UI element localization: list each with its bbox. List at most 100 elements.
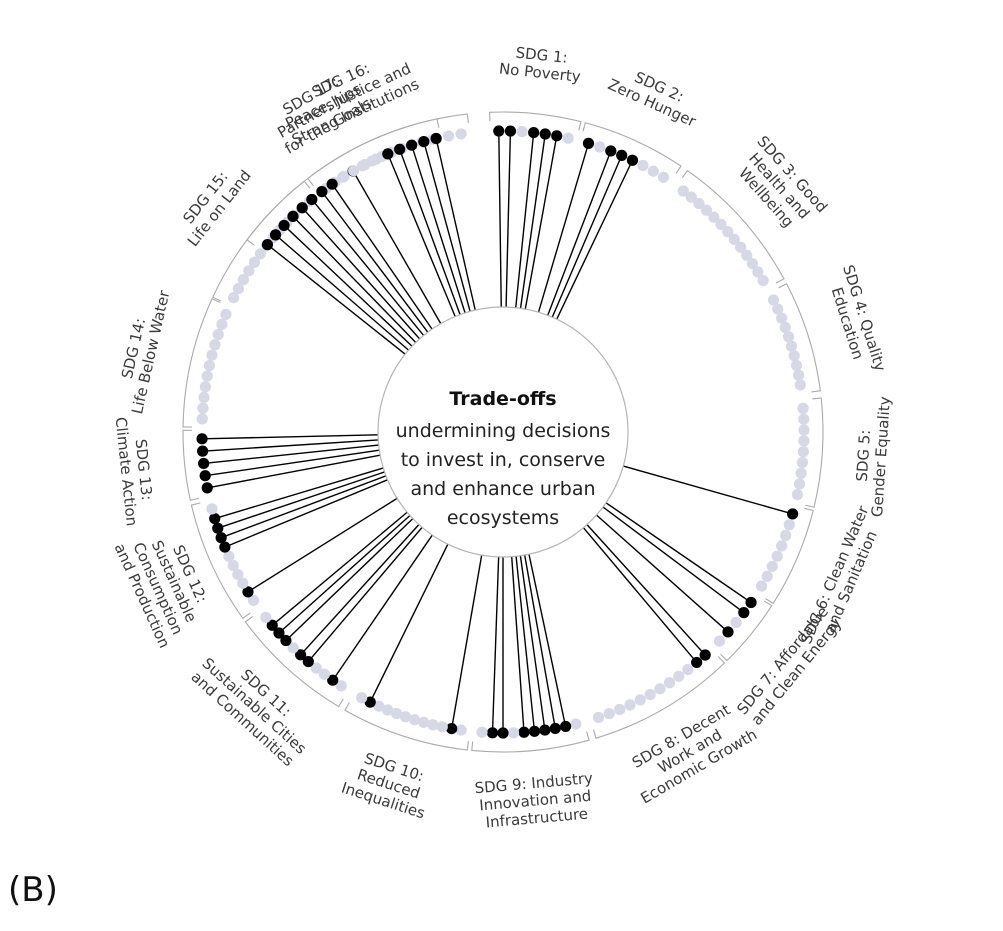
sdg-12-dot <box>227 559 239 572</box>
sdg-12-dot <box>223 550 235 562</box>
sdg-13-link <box>205 449 380 477</box>
sdg-10-dot <box>408 714 421 726</box>
sdg-3-dot <box>757 274 769 287</box>
sdg-17-link <box>283 224 413 347</box>
sdg-11-link <box>332 534 433 681</box>
sdg-8-dot <box>673 670 685 682</box>
sdg-11-bracket <box>244 616 344 708</box>
sdg-10-dot <box>418 716 430 728</box>
sdg-9-label: SDG 9: IndustryInnovation andInfrastruct… <box>474 769 597 832</box>
sdg-10-dot <box>427 719 439 731</box>
sdg-11-dot <box>310 662 322 674</box>
sdg-5-label-line: SDG 5: <box>853 429 874 482</box>
sdg-6-bracket <box>765 507 814 605</box>
sdg-1-tradeoff-dot <box>493 125 505 137</box>
sdg-17-link <box>387 153 456 317</box>
sdg-9-tradeoff-dot <box>486 727 499 739</box>
sdg-11-dot <box>287 642 299 654</box>
sdg-8-dot <box>624 699 636 711</box>
sdg-8-dot <box>592 711 605 724</box>
sdg-17-tradeoff-dot <box>261 239 274 251</box>
sdg-11-link <box>278 514 411 634</box>
sdg-17-tradeoff-dot <box>306 193 318 206</box>
sdg-2-tradeoff-dot <box>626 154 639 166</box>
sdg-1-link <box>524 135 558 310</box>
sdg-2-tradeoff-dot <box>582 137 595 149</box>
sdg-14-dot <box>209 339 221 351</box>
sdg-5-label-line: Gender Equality <box>868 396 894 518</box>
sdg-8-dot <box>634 694 646 706</box>
sdg-2-link <box>551 155 623 318</box>
sdg-3-dot <box>700 204 713 216</box>
sdg-14-dot <box>201 370 213 382</box>
sdg-17-tradeoff-dot <box>287 210 299 222</box>
sdg-17-link <box>331 183 433 330</box>
sdg-6-dot <box>761 570 773 582</box>
sdg-17-link <box>301 207 421 340</box>
sdg-5-dot <box>795 467 807 479</box>
sdg-13-label: SDG 13:Climate Action <box>112 414 159 527</box>
sdg-17-link <box>266 244 406 355</box>
sdg-10-label: SDG 10:ReducedInequalities <box>339 745 438 822</box>
sdg-3-dot <box>685 191 697 203</box>
sdg-3-dot <box>677 185 689 197</box>
sdg-9-tradeoff-dot <box>539 724 551 736</box>
sdg-3-dot <box>752 266 764 278</box>
sdg-17-dot <box>370 153 382 165</box>
sdg-12-dot <box>247 594 260 606</box>
sdg-14-dot <box>203 359 216 372</box>
sdg-11-link <box>285 518 414 642</box>
sdg-6-dot <box>771 550 783 562</box>
sdg-17-tradeoff-dot <box>394 143 406 155</box>
sdg-10-dot <box>373 700 385 712</box>
sdg-7-label: SDG 7: Affordableand Clean Energy <box>733 603 845 729</box>
sdg-5-dot <box>797 446 809 458</box>
sdg-9-link <box>524 554 556 729</box>
sdg-13-tradeoff-dot <box>196 433 208 445</box>
sdg-3-label: SDG 3: GoodHealth andWellbeing <box>727 132 831 239</box>
sdg-7-tradeoff-dot <box>738 607 750 619</box>
sdg-1-tradeoff-dot <box>551 130 563 142</box>
sdg-12-link <box>214 467 384 520</box>
sdg-11-tradeoff-dot <box>295 649 307 661</box>
sdg-17-link <box>435 138 476 311</box>
sdg-9-link <box>528 554 567 727</box>
sdg-4-dot <box>790 359 803 372</box>
sdg-9-dot <box>476 726 488 738</box>
sdg-1-tradeoff-dot <box>528 126 540 139</box>
sdg-2-label: SDG 2:Zero Hunger <box>605 59 707 131</box>
sdg-brackets <box>182 111 824 753</box>
sdg-14-dot <box>196 413 208 425</box>
sdg-3-dot <box>728 233 740 245</box>
sdg-11-tradeoff-dot <box>266 619 278 631</box>
sdg-5-dot <box>793 478 806 490</box>
sdg-14-dot <box>212 328 224 341</box>
sdg-9-tradeoff-dot <box>497 727 509 739</box>
sdg-2-tradeoff-dot <box>616 149 628 161</box>
sdg-13-tradeoff-dot <box>201 482 213 494</box>
sdg-8-dot <box>682 663 694 676</box>
sdg-11-link <box>271 511 408 626</box>
sdg-5-dot <box>791 488 804 501</box>
sdg-6-dot <box>755 580 768 592</box>
sdg-1-link <box>498 131 502 308</box>
sdg-12-tradeoff-dot <box>209 512 221 525</box>
sdg-1-dot <box>516 126 528 138</box>
sdg-17-dot <box>348 165 360 177</box>
sdg-11-dot <box>260 611 272 623</box>
sdg-3-dot <box>722 226 734 238</box>
sdg-9-link <box>515 556 536 732</box>
sdg-12-tradeoff-dot <box>215 532 227 544</box>
sdg-1-tradeoff-dot <box>539 128 551 140</box>
sdg-13-link <box>203 444 379 465</box>
sdg-2-dot <box>594 141 606 153</box>
sdg-11-tradeoff-dot <box>280 634 292 647</box>
sdg-1-bracket <box>489 111 582 131</box>
sdg-17-dot <box>442 130 455 142</box>
sdg-12-link <box>220 475 387 539</box>
sdg-17-tradeoff-dot <box>326 178 338 190</box>
sdg-11-tradeoff-dot <box>302 655 314 668</box>
sdg-17-bracket <box>246 113 469 246</box>
sdg-12-link <box>217 471 385 529</box>
sdg-7-link <box>595 514 729 633</box>
